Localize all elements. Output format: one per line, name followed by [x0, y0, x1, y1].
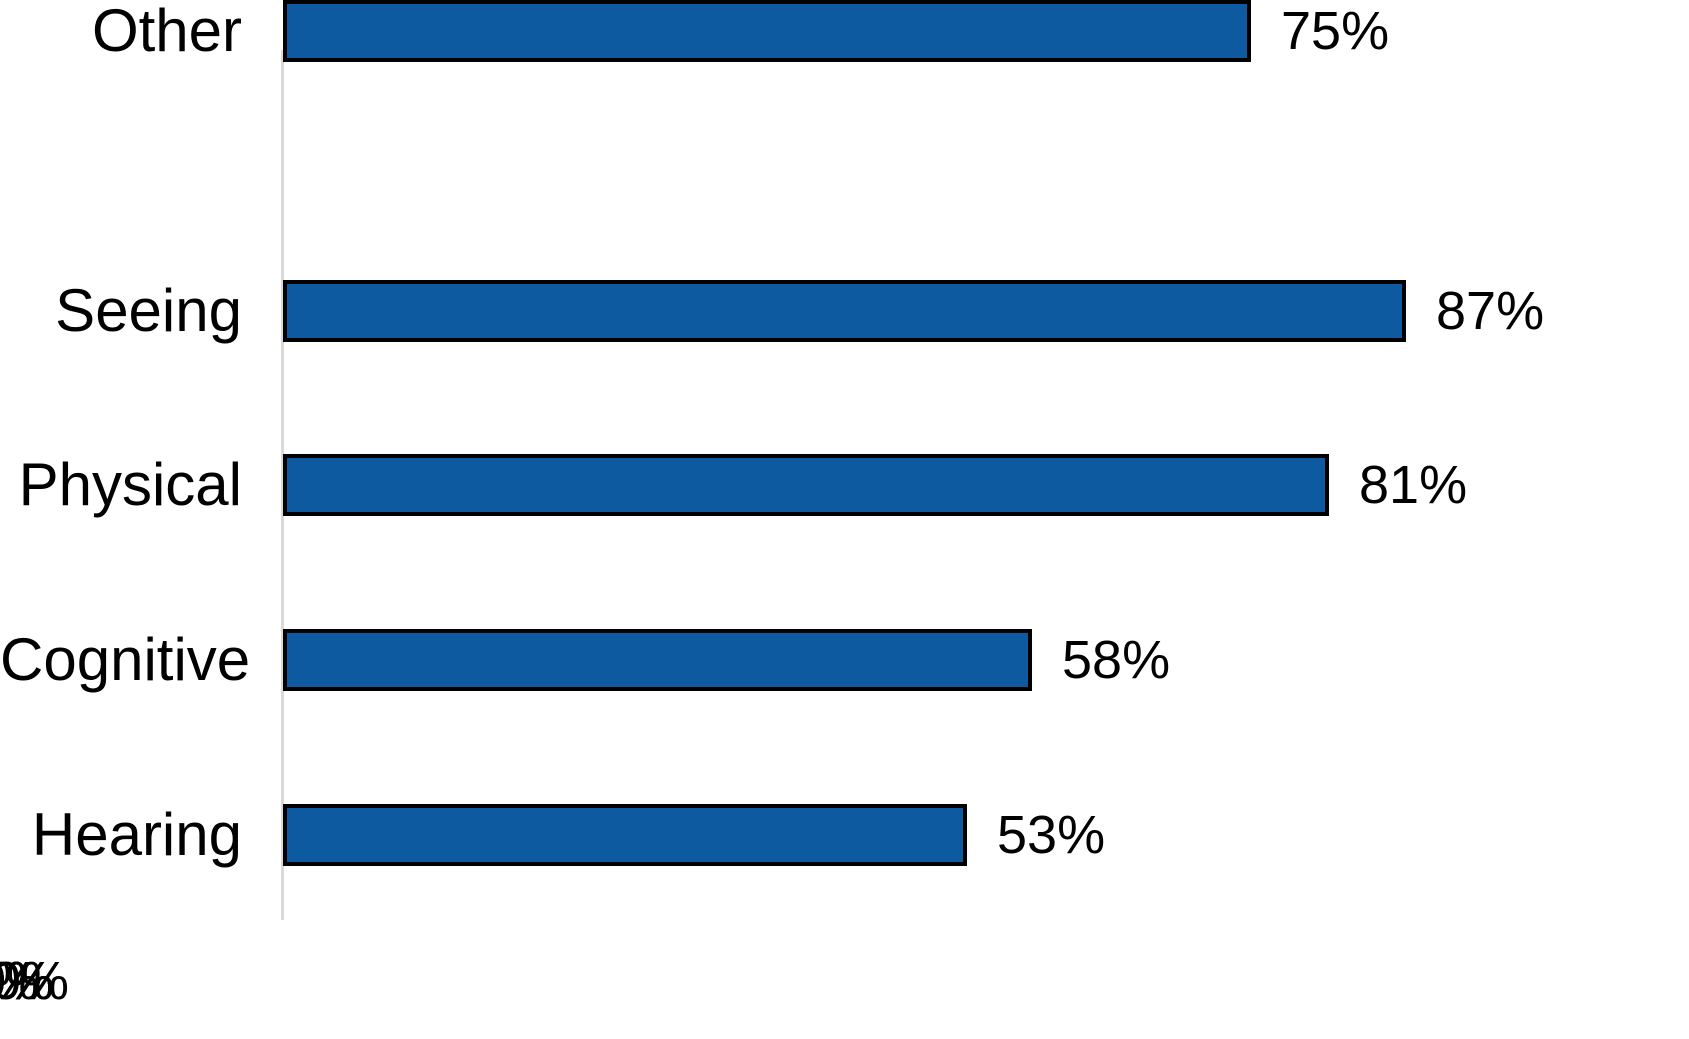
- bar-row: Seeing 87%: [0, 280, 1689, 342]
- bar-row: Other 75%: [0, 0, 1689, 62]
- bar: [283, 629, 1032, 691]
- bar: [283, 0, 1251, 62]
- value-label: 58%: [1062, 630, 1171, 690]
- bar-row: Physical 81%: [0, 454, 1689, 516]
- value-label: 81%: [1359, 455, 1468, 515]
- category-label: Other: [91, 0, 242, 64]
- x-tick-label: 0%: [0, 950, 39, 1012]
- bar: [283, 804, 967, 866]
- bar: [283, 280, 1406, 342]
- x-tick-label: 100%: [0, 951, 70, 1011]
- x-tick-label: 40%: [0, 951, 55, 1011]
- x-tick-label: 80%: [0, 951, 55, 1011]
- value-label: 75%: [1281, 1, 1390, 61]
- category-label: Physical: [18, 451, 242, 518]
- y-axis-line: [281, 50, 284, 920]
- x-tick-label: 60%: [0, 951, 55, 1011]
- bar-row: Cognitive 58%: [0, 629, 1689, 691]
- bar: [283, 454, 1329, 516]
- x-tick-label: 20%: [0, 951, 55, 1011]
- value-label: 87%: [1436, 281, 1545, 341]
- value-label: 53%: [997, 805, 1106, 865]
- category-label: Hearing: [31, 801, 242, 868]
- category-label: Cognitive: [0, 626, 251, 693]
- bar-row: Hearing 53%: [0, 804, 1689, 866]
- category-label: Seeing: [55, 277, 242, 344]
